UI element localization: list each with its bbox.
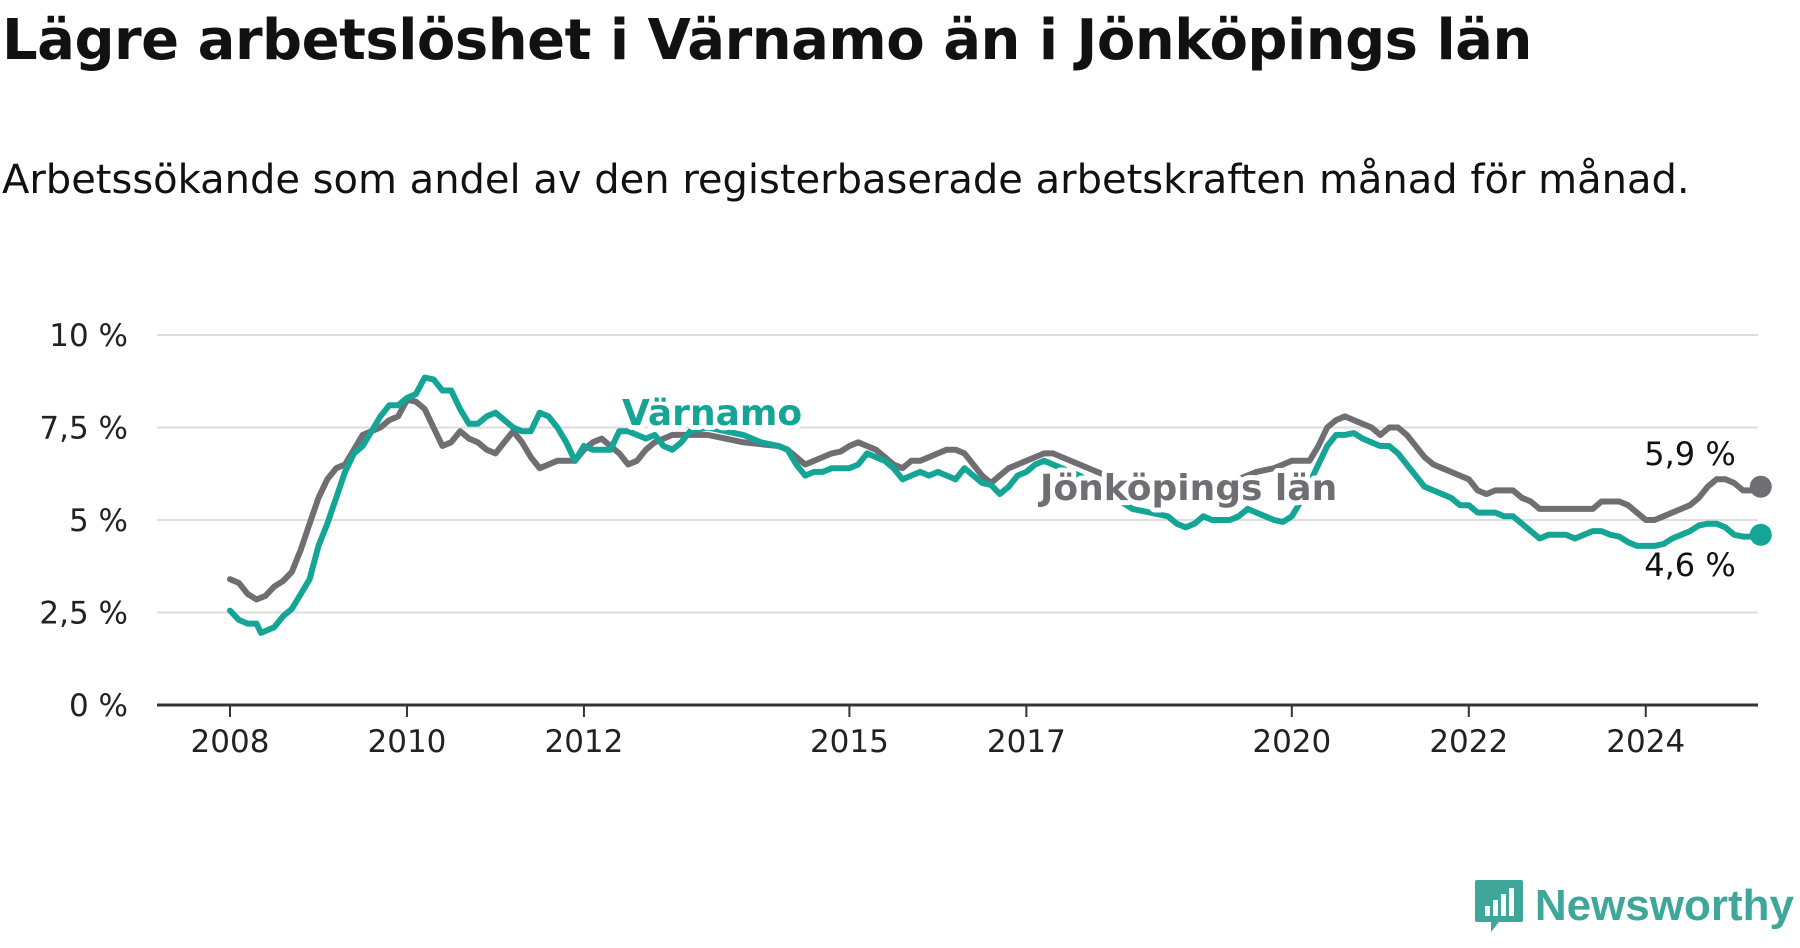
x-tick-label: 2020	[1252, 724, 1331, 760]
x-tick-label: 2017	[987, 724, 1066, 760]
x-tick-label: 2008	[191, 724, 270, 760]
chart-subtitle: Arbetssökande som andel av den registerb…	[2, 157, 1690, 203]
chart-title: Lägre arbetslöshet i Värnamo än i Jönköp…	[2, 8, 1532, 73]
line-chart: 0 % 2,5 % 5 % 7,5 % 10 % 2008 2010 2012 2015 201…	[39, 318, 1772, 760]
series-end-dot-varnamo	[1749, 523, 1772, 546]
series-lines	[227, 374, 1772, 636]
y-tick-label: 0 %	[69, 688, 128, 724]
newsworthy-logo-text: Newsworthy	[1534, 881, 1794, 930]
series-labels: Värnamo Jönköpings län 5,9 % 4,6 %	[617, 388, 1736, 584]
y-tick-label: 7,5 %	[39, 411, 128, 447]
series-line-jonkoping	[227, 396, 1764, 603]
series-label-jonkoping: Jönköpings län	[1037, 468, 1337, 509]
y-tick-label: 5 %	[69, 503, 128, 539]
x-tick-label: 2015	[810, 724, 889, 760]
y-tick-label: 2,5 %	[39, 596, 128, 632]
newsworthy-logo: Newsworthy	[1473, 878, 1794, 934]
x-tick-label: 2010	[368, 724, 447, 760]
x-tick-label: 2012	[544, 724, 623, 760]
newsworthy-logo-icon	[1474, 880, 1523, 932]
series-end-dot-jonkoping	[1749, 475, 1772, 498]
end-label-varnamo: 4,6 %	[1644, 546, 1735, 584]
y-tick-label: 10 %	[49, 318, 128, 354]
y-axis-ticks: 0 % 2,5 % 5 % 7,5 % 10 %	[39, 318, 128, 724]
x-tick-label: 2022	[1429, 724, 1508, 760]
series-label-varnamo: Värnamo	[622, 393, 802, 434]
x-axis-ticks: 2008 2010 2012 2015 2017 2020 2022 2024	[191, 705, 1685, 760]
end-label-jonkoping: 5,9 %	[1644, 435, 1735, 473]
x-tick-label: 2024	[1606, 724, 1685, 760]
grid-lines	[157, 334, 1758, 707]
series-line-varnamo	[227, 374, 1764, 636]
